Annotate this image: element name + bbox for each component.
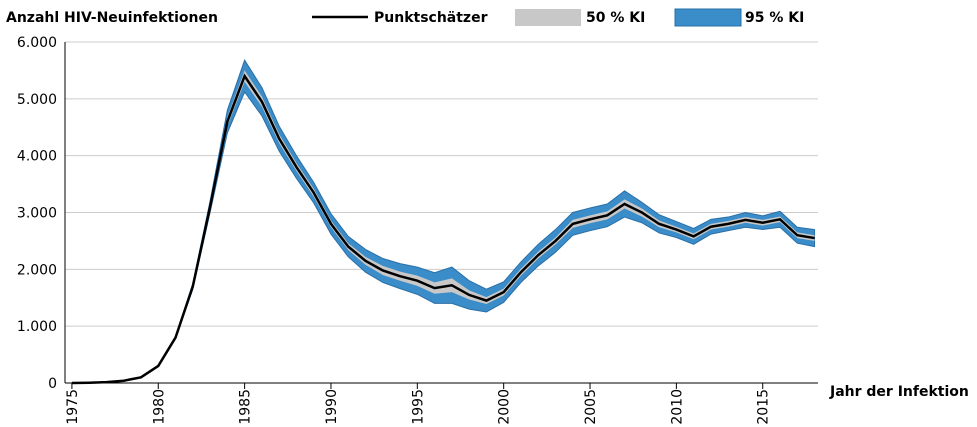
y-tick-label: 5.000 — [17, 92, 57, 108]
x-tick-label: 2015 — [756, 389, 772, 425]
legend-label: 95 % KI — [745, 10, 804, 26]
x-tick-label: 1985 — [238, 389, 254, 425]
chart-title: Anzahl HIV-Neuinfektionen — [6, 10, 218, 26]
y-tick-label: 0 — [48, 376, 57, 392]
legend-label: Punktschätzer — [374, 10, 488, 26]
x-tick-label: 1995 — [410, 389, 426, 425]
y-tick-label: 2.000 — [17, 262, 57, 278]
y-tick-label: 4.000 — [17, 149, 57, 165]
x-tick-label: 1975 — [65, 389, 81, 425]
legend-swatch — [674, 8, 742, 27]
x-tick-label: 1980 — [151, 389, 167, 425]
x-tick-label: 1990 — [324, 389, 340, 425]
x-tick-label: 2000 — [497, 389, 513, 425]
y-tick-label: 1.000 — [17, 319, 57, 335]
line — [71, 73, 815, 385]
x-tick-label: 2005 — [583, 389, 599, 425]
x-tick-label: 2010 — [669, 389, 685, 425]
y-tick-label: 3.000 — [17, 206, 57, 222]
legend-swatch — [515, 9, 581, 26]
x-axis-label: Jahr der Infektion — [829, 384, 969, 400]
legend-label: 50 % KI — [586, 10, 645, 26]
y-tick-label: 6.000 — [17, 35, 57, 51]
confidence-band — [71, 59, 816, 384]
